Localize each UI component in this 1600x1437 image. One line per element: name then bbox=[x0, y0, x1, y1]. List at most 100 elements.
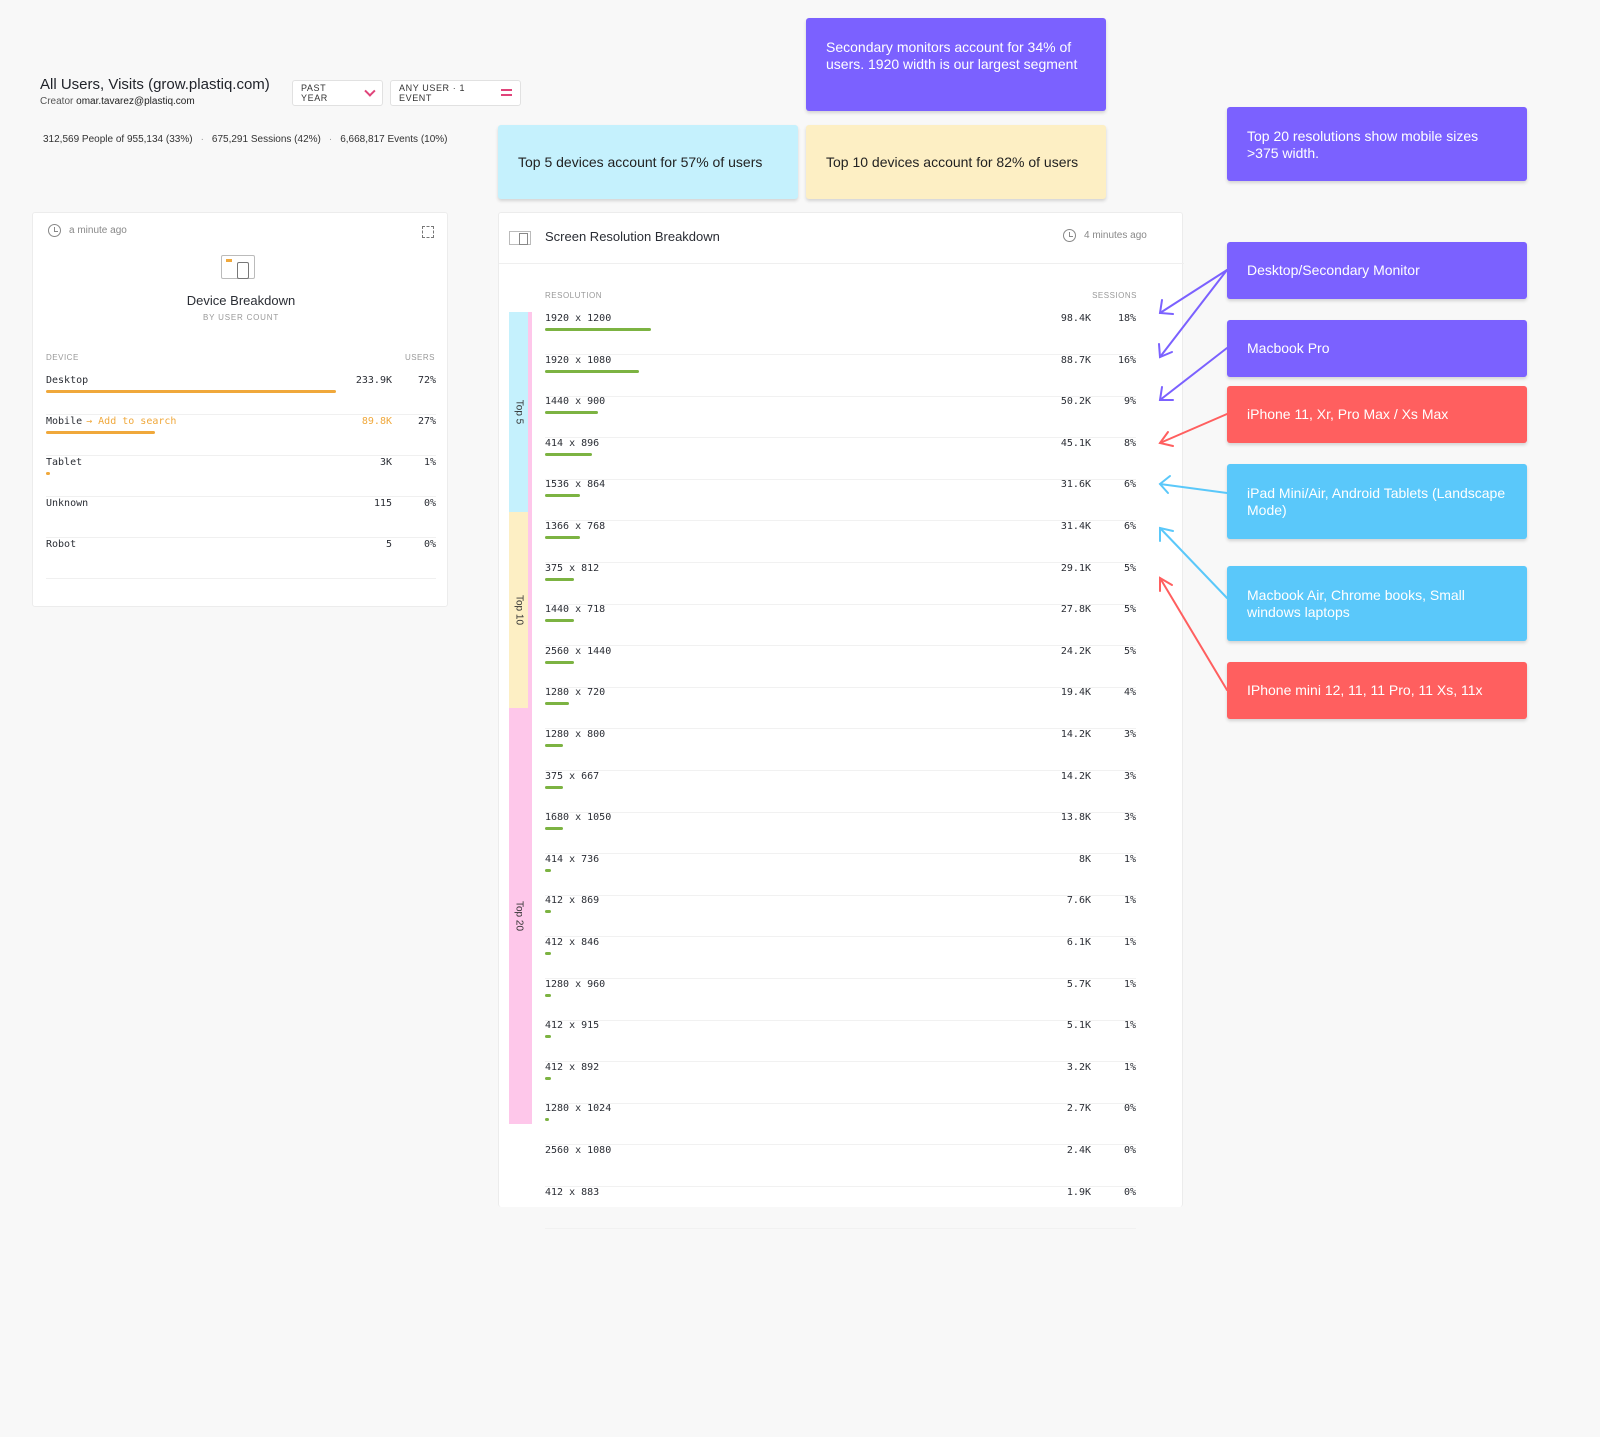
resolution-name: 2560 x 1440 bbox=[545, 645, 612, 657]
resolution-row[interactable]: 1920 x 1080 88.7K 16% bbox=[545, 355, 1136, 397]
sticky-note-top10[interactable]: Top 10 devices account for 82% of users bbox=[806, 125, 1106, 199]
device-users: 5 bbox=[385, 539, 392, 550]
expand-icon[interactable] bbox=[422, 226, 434, 238]
screen-icon bbox=[509, 231, 531, 245]
resolution-sessions: 50.2K bbox=[1060, 396, 1091, 408]
resolution-percent: 18% bbox=[1117, 313, 1136, 324]
resolution-row[interactable]: 375 x 667 14.2K 3% bbox=[545, 771, 1136, 813]
sticky-note-iphone-11[interactable]: iPhone 11, Xr, Pro Max / Xs Max bbox=[1227, 386, 1527, 443]
device-row[interactable]: Robot 5 0% bbox=[46, 539, 436, 579]
sticky-note-secondary-monitors[interactable]: Secondary monitors account for 34% of us… bbox=[806, 18, 1106, 111]
add-to-search-link[interactable]: → Add to search bbox=[86, 416, 177, 427]
resolution-sessions: 1.9K bbox=[1066, 1186, 1091, 1198]
resolution-row[interactable]: 414 x 896 45.1K 8% bbox=[545, 438, 1136, 480]
resolution-row[interactable]: 412 x 915 5.1K 1% bbox=[545, 1020, 1136, 1063]
resolution-share-bar bbox=[545, 452, 593, 456]
resolution-row[interactable]: 1280 x 960 5.7K 1% bbox=[545, 979, 1136, 1021]
sticky-note-top20[interactable]: Top 20 resolutions show mobile sizes >37… bbox=[1227, 107, 1527, 181]
sticky-note-macbook-air[interactable]: Macbook Air, Chrome books, Small windows… bbox=[1227, 566, 1527, 641]
resolution-name: 1280 x 960 bbox=[545, 978, 606, 990]
device-breakdown-card: a minute ago Device Breakdown BY USER CO… bbox=[32, 212, 448, 607]
sticky-note-desktop-monitor[interactable]: Desktop/Secondary Monitor bbox=[1227, 242, 1527, 299]
resolution-row[interactable]: 412 x 869 7.6K 1% bbox=[545, 895, 1136, 938]
resolution-card-title: Screen Resolution Breakdown bbox=[545, 229, 720, 244]
resolution-name: 375 x 667 bbox=[545, 770, 600, 782]
resolution-percent: 3% bbox=[1123, 770, 1136, 782]
resolution-sessions: 98.4K bbox=[1060, 313, 1091, 324]
events-stat: 6,668,817 Events (10%) bbox=[340, 134, 448, 145]
arrow-iphone11-414x896 bbox=[1159, 413, 1228, 444]
date-range-dropdown[interactable]: PAST YEAR bbox=[292, 80, 383, 106]
group-top-10: Top 10 bbox=[509, 512, 529, 708]
resolution-row[interactable]: 2560 x 1440 24.2K 5% bbox=[545, 646, 1136, 688]
device-row[interactable]: Mobile → Add to search 89.8K 27% bbox=[46, 416, 436, 456]
resolution-row[interactable]: 1280 x 1024 2.7K 0% bbox=[545, 1103, 1136, 1146]
device-share-bar bbox=[46, 472, 51, 475]
resolution-percent: 1% bbox=[1123, 978, 1136, 990]
resolution-row[interactable]: 1366 x 768 31.4K 6% bbox=[545, 521, 1136, 563]
device-row[interactable]: Desktop 233.9K 72% bbox=[46, 375, 436, 415]
resolution-row[interactable]: 414 x 736 8K 1% bbox=[545, 854, 1136, 896]
resolution-percent: 3% bbox=[1123, 729, 1136, 740]
resolution-row[interactable]: 1280 x 720 19.4K 4% bbox=[545, 687, 1136, 730]
device-users: 3K bbox=[379, 457, 392, 468]
device-percent: 27% bbox=[417, 416, 436, 427]
resolution-percent: 1% bbox=[1123, 937, 1136, 948]
sticky-note-top5[interactable]: Top 5 devices account for 57% of users bbox=[498, 125, 798, 199]
group-top-5: Top 5 bbox=[509, 312, 529, 512]
device-percent: 72% bbox=[417, 375, 436, 386]
resolution-name: 375 x 812 bbox=[545, 562, 600, 574]
resolution-percent: 1% bbox=[1123, 853, 1136, 865]
sticky-note-iphone-mini[interactable]: IPhone mini 12, 11, 11 Pro, 11 Xs, 11x bbox=[1227, 662, 1527, 719]
resolution-row[interactable]: 1680 x 1050 13.8K 3% bbox=[545, 812, 1136, 855]
resolution-share-bar bbox=[545, 619, 575, 623]
resolution-row[interactable]: 1280 x 800 14.2K 3% bbox=[545, 729, 1136, 771]
group-band bbox=[528, 312, 532, 1124]
device-users: 115 bbox=[373, 498, 392, 509]
segment-filter-button[interactable]: ANY USER · 1 EVENT bbox=[390, 80, 521, 106]
resolution-share-bar bbox=[545, 411, 598, 415]
resolution-row[interactable]: 1440 x 718 27.8K 5% bbox=[545, 604, 1136, 647]
resolution-share-bar bbox=[545, 702, 569, 706]
sticky-note-ipad[interactable]: iPad Mini/Air, Android Tablets (Landscap… bbox=[1227, 464, 1527, 539]
filter-icon bbox=[501, 89, 512, 97]
people-stat: 312,569 People of 955,134 (33%) bbox=[43, 134, 193, 145]
resolution-row[interactable]: 412 x 846 6.1K 1% bbox=[545, 937, 1136, 979]
users-column-header: USERS bbox=[404, 353, 435, 362]
device-row[interactable]: Tablet 3K 1% bbox=[46, 457, 436, 497]
resolution-share-bar bbox=[545, 868, 551, 872]
resolution-row[interactable]: 412 x 883 1.9K 0% bbox=[545, 1187, 1136, 1229]
arrow-ipad-1536x864 bbox=[1159, 483, 1228, 494]
arrowhead bbox=[1159, 526, 1174, 542]
device-icon bbox=[221, 255, 255, 279]
resolution-sessions: 2.7K bbox=[1066, 1103, 1091, 1115]
resolution-row[interactable]: 1536 x 864 31.6K 6% bbox=[545, 479, 1136, 522]
resolution-row[interactable]: 1440 x 900 50.2K 9% bbox=[545, 396, 1136, 439]
group-top-20: Top 20 bbox=[509, 708, 529, 1124]
resolution-percent: 16% bbox=[1117, 354, 1136, 366]
resolution-breakdown-card: Screen Resolution Breakdown 4 minutes ag… bbox=[498, 212, 1184, 1229]
resolution-sessions: 24.2K bbox=[1060, 645, 1091, 657]
resolution-card-updated: 4 minutes ago bbox=[1063, 229, 1147, 242]
device-users: 233.9K bbox=[355, 375, 392, 386]
resolution-row[interactable]: 375 x 812 29.1K 5% bbox=[545, 563, 1136, 605]
resolution-percent: 4% bbox=[1123, 687, 1136, 699]
resolution-name: 1280 x 1024 bbox=[545, 1103, 612, 1115]
resolution-row[interactable]: 1920 x 1200 98.4K 18% bbox=[545, 313, 1136, 355]
arrowhead bbox=[1158, 475, 1171, 494]
resolution-row[interactable]: 2560 x 1080 2.4K 0% bbox=[545, 1145, 1136, 1187]
device-row[interactable]: Unknown 115 0% bbox=[46, 498, 436, 538]
sticky-note-macbook-pro[interactable]: Macbook Pro bbox=[1227, 320, 1527, 377]
stats-bar: 312,569 People of 955,134 (33%) · 675,29… bbox=[43, 134, 448, 145]
device-percent: 0% bbox=[423, 539, 436, 550]
resolution-percent: 0% bbox=[1123, 1103, 1136, 1115]
segment-title: All Users, Visits (grow.plastiq.com) bbox=[40, 76, 270, 93]
device-card-updated-text: a minute ago bbox=[69, 225, 127, 236]
device-name-text: Unknown bbox=[46, 498, 89, 509]
resolution-row[interactable]: 412 x 892 3.2K 1% bbox=[545, 1062, 1136, 1104]
resolution-sessions: 8K bbox=[1078, 853, 1091, 865]
arrow-macbook-air-1366x768 bbox=[1159, 527, 1228, 599]
device-card-updated: a minute ago bbox=[48, 224, 127, 237]
resolution-name: 2560 x 1080 bbox=[545, 1145, 612, 1156]
device-percent: 0% bbox=[423, 498, 436, 509]
